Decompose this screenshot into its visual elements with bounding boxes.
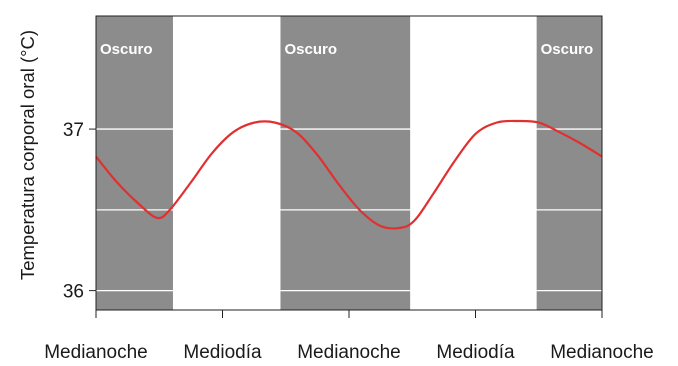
gridlines <box>96 128 602 292</box>
dark-band <box>96 16 173 310</box>
dark-band <box>280 16 411 310</box>
series-line <box>95 119 603 230</box>
x-tick-label: Mediodía <box>183 342 262 363</box>
dark-bands <box>96 16 602 310</box>
x-axis-ticks: Medianoche Mediodía Medianoche Mediodía Medi… <box>44 310 654 363</box>
y-axis-ticks: 36 37 <box>63 120 96 303</box>
dark-band <box>536 16 602 310</box>
y-tick-label: 36 <box>63 282 84 303</box>
dark-band-labels: Oscuro Oscuro Oscuro <box>100 41 593 58</box>
x-tick-label: Mediodía <box>436 342 515 363</box>
dark-band-label: Oscuro <box>284 41 337 58</box>
x-tick-label: Medianoche <box>550 342 654 363</box>
dark-band-label: Oscuro <box>541 41 594 58</box>
y-axis-title: Temperatura corporal oral (°C) <box>17 30 38 280</box>
x-tick-label: Medianoche <box>297 342 401 363</box>
x-tick-label: Medianoche <box>44 342 148 363</box>
y-tick-label: 37 <box>63 120 84 141</box>
dark-band-label: Oscuro <box>100 41 153 58</box>
